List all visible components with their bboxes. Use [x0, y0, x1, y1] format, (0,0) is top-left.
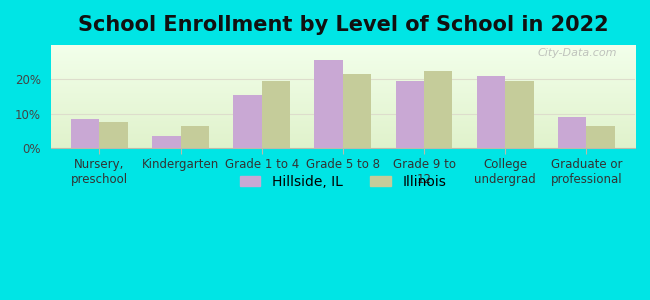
Bar: [586, 125, 615, 148]
Bar: [315, 60, 343, 148]
Bar: [71, 119, 99, 148]
Bar: [152, 136, 181, 148]
Bar: [476, 76, 505, 148]
Text: City-Data.com: City-Data.com: [538, 48, 617, 58]
Bar: [343, 74, 371, 148]
Bar: [396, 81, 424, 148]
Bar: [558, 117, 586, 148]
Bar: [424, 70, 452, 148]
Bar: [262, 81, 290, 148]
Legend: Hillside, IL, Illinois: Hillside, IL, Illinois: [234, 169, 452, 194]
Bar: [99, 122, 128, 148]
Bar: [181, 125, 209, 148]
Bar: [505, 81, 534, 148]
Title: School Enrollment by Level of School in 2022: School Enrollment by Level of School in …: [77, 15, 608, 35]
Bar: [233, 94, 262, 148]
